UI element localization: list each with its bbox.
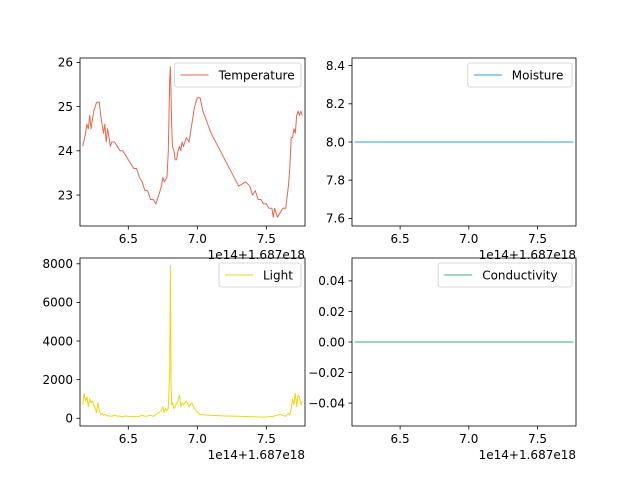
legend: Moisture <box>467 62 573 88</box>
x-tick-label: 6.5 <box>119 232 138 246</box>
x-tick-label: 7.5 <box>528 232 547 246</box>
legend-label: Temperature <box>218 69 295 83</box>
y-tick-label: 7.8 <box>326 173 345 187</box>
y-tick-label: 26 <box>58 56 73 70</box>
x-offset-text: 1e14+1.687e18 <box>479 448 576 462</box>
y-tick-label: 8.2 <box>326 97 345 111</box>
y-tick-label: 8.4 <box>326 59 345 73</box>
legend-label: Moisture <box>512 69 564 83</box>
subplot-light: 6.5 7.0 7.5 0 2000 4000 6000 8000 1e14+1.687e18 L… <box>42 257 306 462</box>
x-tick-label: 7.0 <box>459 232 478 246</box>
y-tick-label: 0.04 <box>318 274 345 288</box>
y-tick-label: 4000 <box>42 334 73 348</box>
subplot-moisture: 6.5 7.0 7.5 7.6 7.8 8.0 8.2 8.4 1e14+1.687e18 Moi… <box>326 57 577 262</box>
x-tick-label: 7.5 <box>257 232 276 246</box>
x-tick-label: 7.5 <box>528 432 547 446</box>
x-offset-text: 1e14+1.687e18 <box>208 248 305 262</box>
axes-frame <box>79 57 306 227</box>
x-tick-label: 7.0 <box>459 432 478 446</box>
x-tick-label: 6.5 <box>391 232 410 246</box>
y-tick-label: 23 <box>58 188 73 202</box>
x-tick-label: 6.5 <box>119 432 138 446</box>
y-tick-label: −0.02 <box>308 366 345 380</box>
legend-label: Light <box>263 269 293 283</box>
axes-frame <box>79 257 306 427</box>
legend-box <box>174 62 302 88</box>
x-offset-text: 1e14+1.687e18 <box>208 448 305 462</box>
legend-label: Conductivity <box>482 269 557 283</box>
series-line-light <box>82 265 303 418</box>
y-tick-label: 0.02 <box>318 305 345 319</box>
subplot-temperature: 6.5 7.0 7.5 23 24 25 26 1e14+1.687e18 Temperatur… <box>58 56 306 262</box>
series-line-temperature <box>82 66 303 218</box>
legend-box <box>437 262 573 288</box>
x-tick-label: 7.5 <box>257 432 276 446</box>
legend: Temperature <box>174 62 302 88</box>
x-offset-text: 1e14+1.687e18 <box>479 248 576 262</box>
y-tick-label: 0.00 <box>318 335 345 349</box>
y-tick-label: 0 <box>65 412 73 426</box>
y-tick-label: 8.0 <box>326 135 345 149</box>
legend: Conductivity <box>437 262 573 288</box>
legend: Light <box>218 262 302 288</box>
y-tick-label: 24 <box>58 144 73 158</box>
subplot-conductivity: 6.5 7.0 7.5 −0.04 −0.02 0.00 0.02 0.04 1e14+1.68… <box>308 257 577 462</box>
y-tick-label: 25 <box>58 100 73 114</box>
y-tick-label: 6000 <box>42 296 73 310</box>
x-tick-label: 6.5 <box>391 432 410 446</box>
legend-box <box>218 262 302 288</box>
y-tick-label: 8000 <box>42 257 73 271</box>
y-tick-label: −0.04 <box>308 396 345 410</box>
x-tick-label: 7.0 <box>188 432 207 446</box>
legend-box <box>467 62 573 88</box>
y-tick-label: 7.6 <box>326 212 345 226</box>
y-tick-label: 2000 <box>42 373 73 387</box>
x-tick-label: 7.0 <box>188 232 207 246</box>
